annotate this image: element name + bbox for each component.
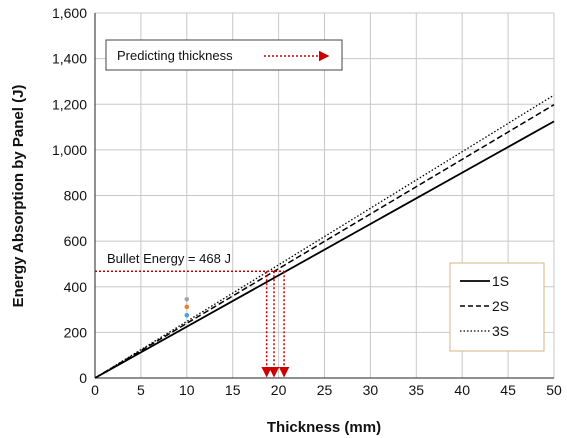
legend-label-1s: 1S xyxy=(492,273,509,289)
annotation-box: Predicting thickness xyxy=(105,39,343,71)
x-tick-label: 25 xyxy=(317,382,333,398)
bullet-energy-label: Bullet Energy = 468 J xyxy=(107,251,231,266)
scatter-points xyxy=(184,296,190,318)
series-line-3s xyxy=(94,94,555,379)
bullet-energy-guide xyxy=(95,270,290,378)
x-tick-label: 45 xyxy=(500,382,516,398)
x-tick-label: 40 xyxy=(454,382,470,398)
y-tick-label: 800 xyxy=(64,188,88,204)
y-tick-label: 200 xyxy=(64,324,88,340)
scatter-point xyxy=(184,304,190,310)
legend-box xyxy=(449,262,545,352)
x-tick-label: 20 xyxy=(271,382,287,398)
x-tick-label: 50 xyxy=(546,382,562,398)
y-tick-label: 1,600 xyxy=(52,5,87,21)
x-tick-label: 35 xyxy=(409,382,425,398)
series-line-1s xyxy=(94,120,555,379)
annotation-label: Predicting thickness xyxy=(117,48,233,63)
y-tick-labels: 0 200 400 600 800 1,000 1,200 1,400 1,600 xyxy=(52,5,87,386)
x-axis-title: Thickness (mm) xyxy=(267,419,381,436)
x-tick-label: 0 xyxy=(91,382,99,398)
axes xyxy=(94,13,554,379)
y-tick-label: 1,000 xyxy=(52,142,87,158)
series-line-2s xyxy=(94,104,555,379)
series-lines xyxy=(94,94,555,379)
y-axis-title: Energy Absorption by Panel (J) xyxy=(10,85,27,308)
legend: 1S 2S 3S xyxy=(449,262,545,352)
y-tick-label: 600 xyxy=(64,233,88,249)
x-tick-label: 15 xyxy=(225,382,241,398)
y-tick-label: 1,400 xyxy=(52,51,87,67)
y-tick-label: 0 xyxy=(79,370,87,386)
y-tick-label: 1,200 xyxy=(52,96,87,112)
y-tick-label: 400 xyxy=(64,279,88,295)
x-tick-label: 5 xyxy=(137,382,145,398)
x-tick-label: 30 xyxy=(363,382,379,398)
legend-label-2s: 2S xyxy=(492,298,509,314)
scatter-point xyxy=(184,296,190,302)
scatter-point xyxy=(184,312,190,318)
x-tick-labels: 0 5 10 15 20 25 30 35 40 45 50 xyxy=(91,382,562,398)
x-tick-label: 10 xyxy=(179,382,195,398)
legend-label-3s: 3S xyxy=(492,323,509,339)
